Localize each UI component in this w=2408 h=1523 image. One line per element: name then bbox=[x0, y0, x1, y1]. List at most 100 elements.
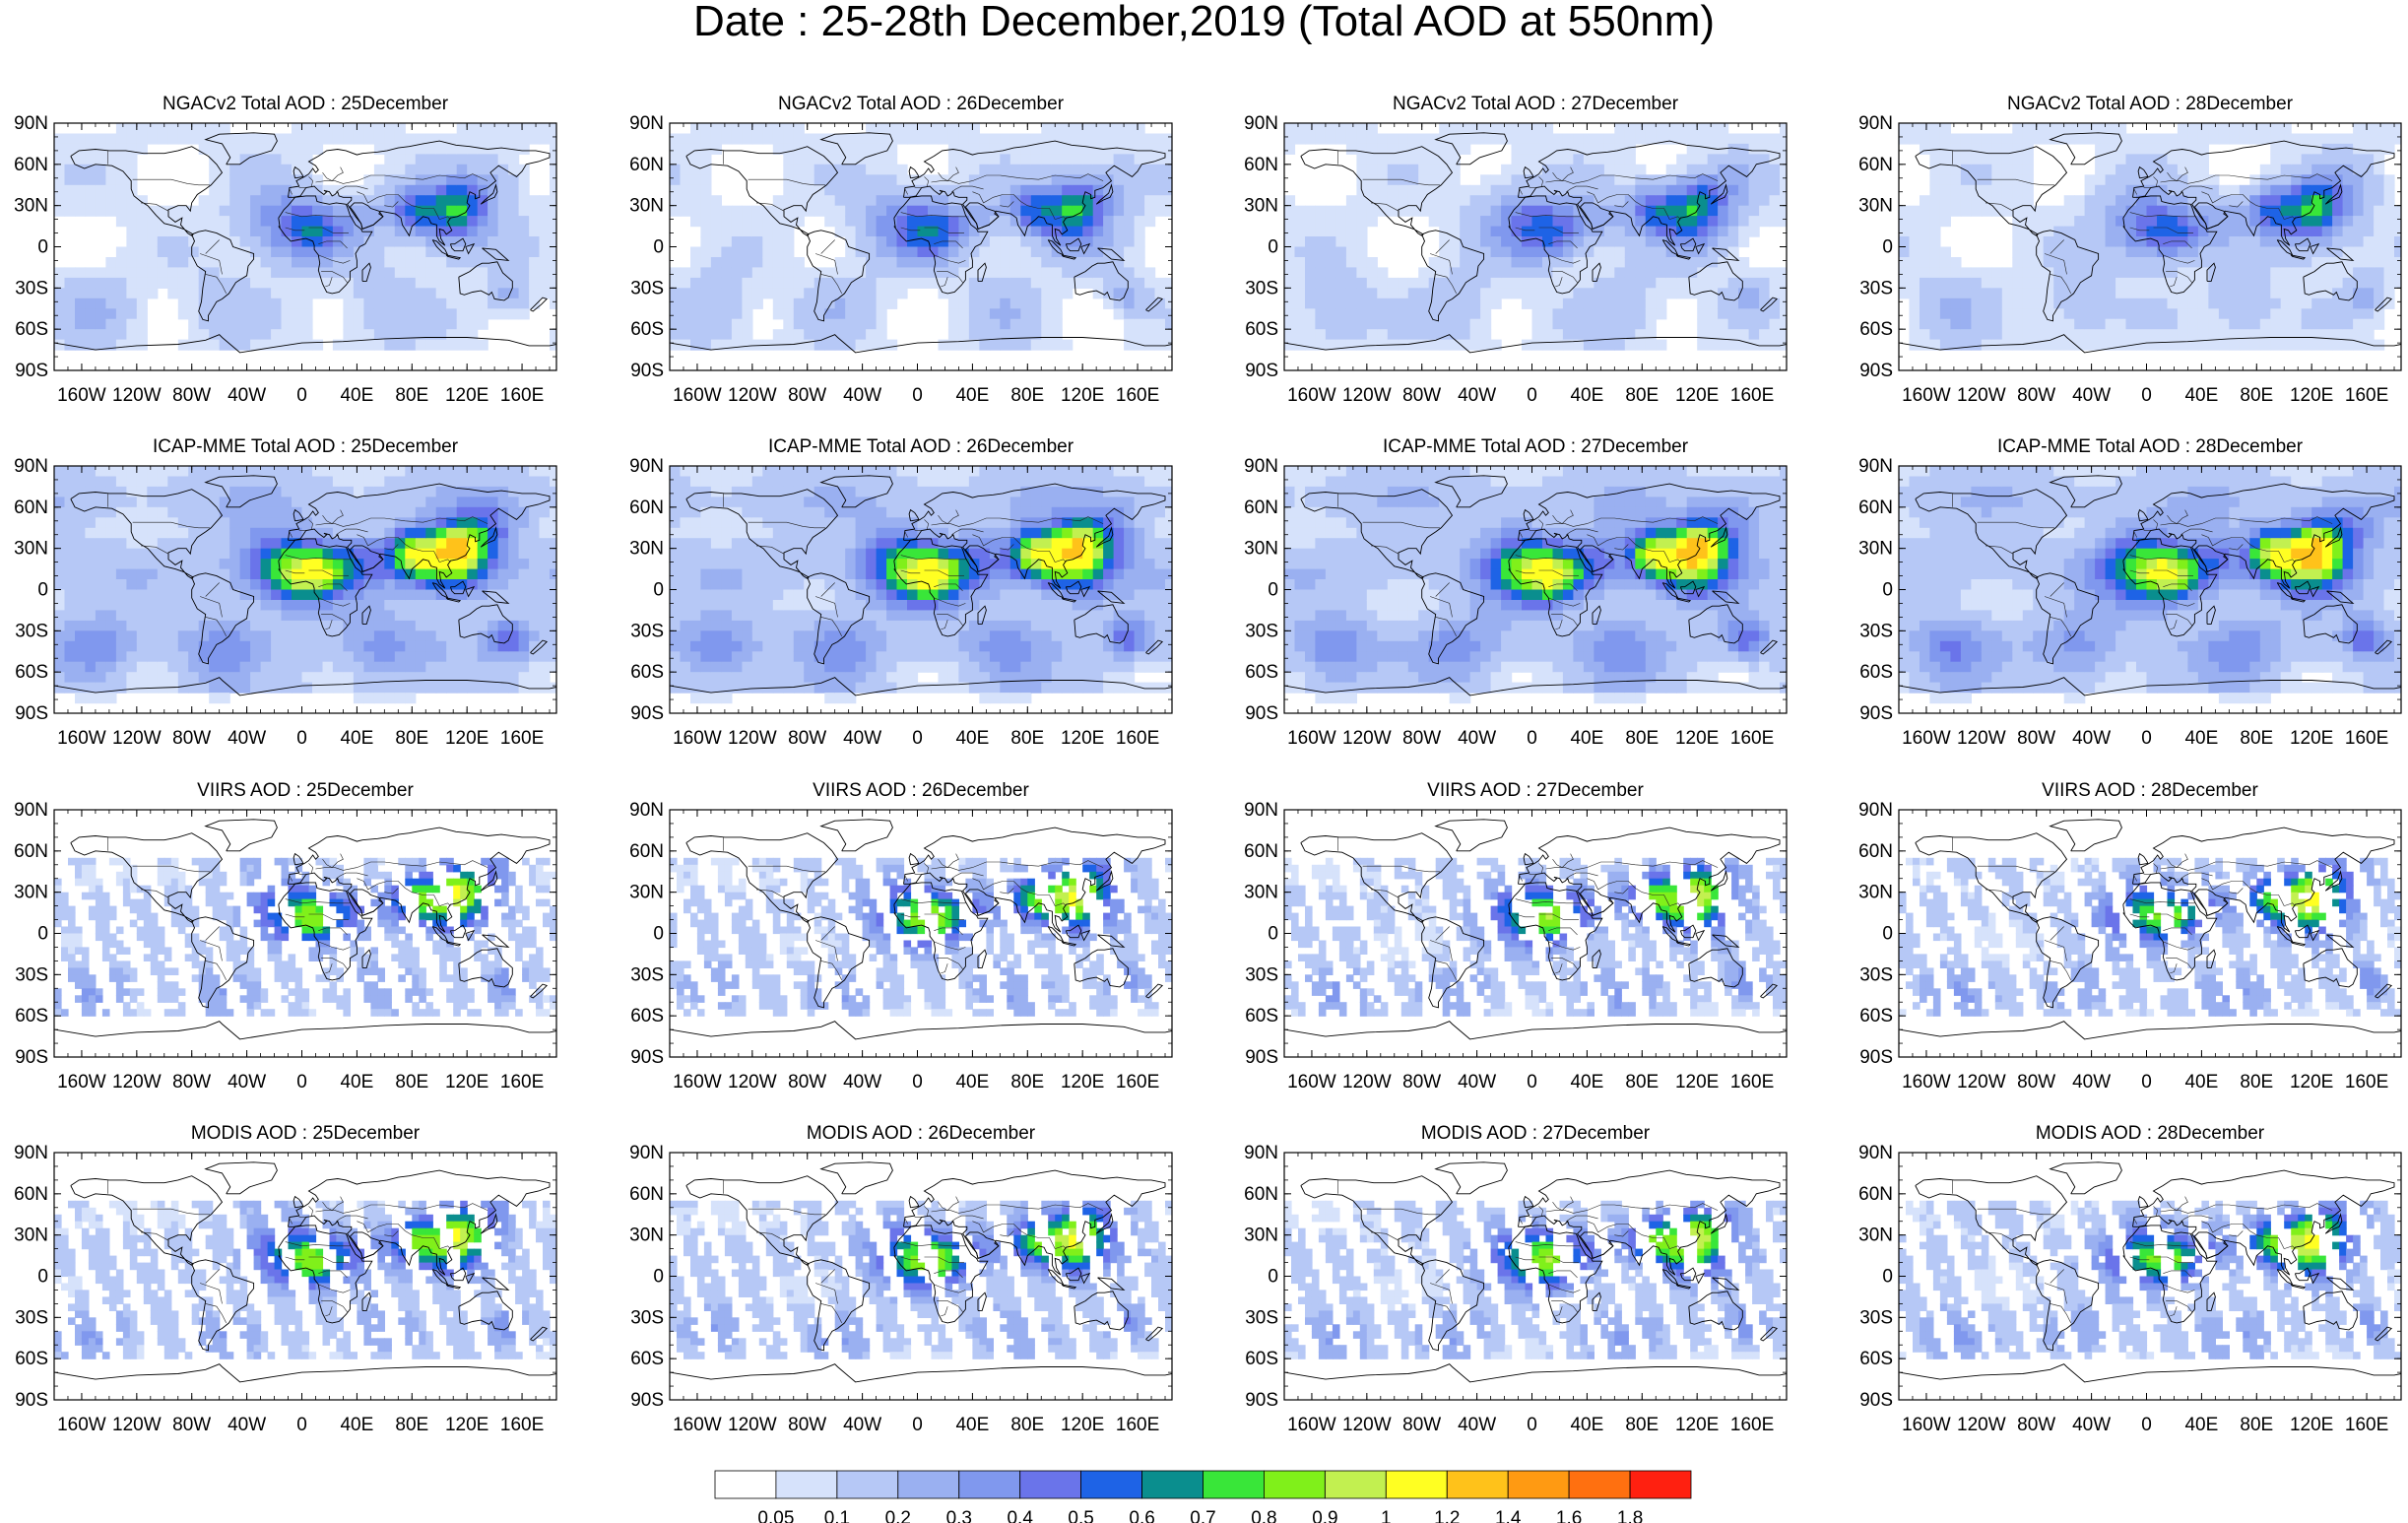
lat-label: 30S bbox=[1859, 1307, 1893, 1328]
lon-label: 160E bbox=[1116, 1415, 1159, 1435]
lat-label: 60S bbox=[1245, 319, 1278, 340]
lon-label: 80W bbox=[1402, 1072, 1441, 1093]
panel-title: MODIS AOD : 27December bbox=[1420, 1123, 1651, 1144]
lat-label: 30S bbox=[1245, 964, 1278, 985]
lon-label: 120W bbox=[112, 1415, 162, 1435]
map-panel-modis-1: 90N 60N 30N 0 30S 60S 90S 160W 120W 80W 40W 0 40E 80E… bbox=[14, 1143, 557, 1435]
panel-title: VIIRS AOD : 28December bbox=[2042, 780, 2258, 801]
lat-label: 90N bbox=[14, 800, 48, 821]
lon-label: 80E bbox=[2240, 1415, 2273, 1435]
lat-label: 30N bbox=[14, 539, 48, 560]
colorbar-label: 0.9 bbox=[1312, 1508, 1337, 1523]
lon-label: 160E bbox=[1730, 1072, 1774, 1093]
map-panel-ngacv2-2: 90N 60N 30N 0 30S 60S 90S 160W 120W 80W 40W 0 40E 80E… bbox=[629, 113, 1173, 406]
lon-label: 40E bbox=[1570, 1415, 1603, 1435]
lon-label: 120E bbox=[2290, 385, 2333, 406]
colorbar-label: 1.4 bbox=[1495, 1508, 1522, 1523]
lon-label: 120W bbox=[728, 1072, 777, 1093]
lat-label: 60N bbox=[1858, 497, 1893, 518]
lat-label: 90N bbox=[629, 1143, 664, 1163]
lat-label: 90N bbox=[1858, 800, 1893, 821]
lon-label: 120W bbox=[728, 728, 777, 749]
colorbar-swatch bbox=[1141, 1470, 1204, 1499]
lat-label: 0 bbox=[653, 924, 664, 945]
map-panel-modis-2: 90N 60N 30N 0 30S 60S 90S 160W 120W 80W 40W 0 40E 80E… bbox=[629, 1143, 1173, 1435]
lat-label: 90S bbox=[15, 1047, 48, 1068]
lat-label: 90S bbox=[15, 361, 48, 381]
lon-label: 80E bbox=[1010, 1415, 1044, 1435]
lat-label: 60N bbox=[1858, 841, 1893, 862]
lat-label: 30S bbox=[15, 278, 48, 298]
lat-label: 30S bbox=[15, 964, 48, 985]
lon-label: 40E bbox=[955, 385, 989, 406]
lon-label: 40W bbox=[1458, 1415, 1496, 1435]
panel-title: ICAP-MME Total AOD : 26December bbox=[767, 436, 1074, 457]
map-panel-modis-4: 90N 60N 30N 0 30S 60S 90S 160W 120W 80W 40W 0 40E 80E… bbox=[1858, 1143, 2402, 1435]
lon-label: 80W bbox=[172, 385, 211, 406]
lat-label: 30N bbox=[1858, 1225, 1893, 1246]
lat-label: 60N bbox=[14, 497, 48, 518]
lon-label: 120E bbox=[445, 385, 488, 406]
lat-label: 90S bbox=[15, 703, 48, 724]
map-panel-ngacv2-3: 90N 60N 30N 0 30S 60S 90S 160W 120W 80W 40W 0 40E 80E… bbox=[1244, 113, 1788, 406]
lon-label: 160E bbox=[1116, 385, 1159, 406]
lon-label: 120W bbox=[112, 385, 162, 406]
lon-label: 40W bbox=[1458, 1072, 1496, 1093]
lon-label: 40E bbox=[1570, 1072, 1603, 1093]
lon-label: 160E bbox=[1116, 728, 1159, 749]
map-panel-ngacv2-1: 90N 60N 30N 0 30S 60S 90S 160W 120W 80W 40W 0 40E 80E… bbox=[14, 113, 557, 406]
lat-label: 30S bbox=[1245, 278, 1278, 298]
lat-label: 90S bbox=[630, 1390, 664, 1411]
lat-label: 0 bbox=[1268, 580, 1278, 601]
lon-label: 120W bbox=[1342, 385, 1392, 406]
lon-label: 40W bbox=[843, 1415, 881, 1435]
lat-label: 60S bbox=[1859, 662, 1893, 683]
lat-label: 0 bbox=[1268, 237, 1278, 258]
lat-label: 60S bbox=[15, 1006, 48, 1026]
lat-label: 30N bbox=[1244, 539, 1278, 560]
lat-label: 90N bbox=[629, 800, 664, 821]
lon-label: 160W bbox=[673, 1415, 722, 1435]
aod-field bbox=[670, 857, 1172, 1017]
lon-label: 160W bbox=[1902, 1415, 1951, 1435]
lon-label: 40W bbox=[843, 1072, 881, 1093]
lon-label: 120W bbox=[112, 728, 162, 749]
lat-label: 90S bbox=[1859, 1390, 1893, 1411]
coastlines bbox=[670, 1161, 1172, 1383]
aod-field bbox=[1284, 466, 1787, 704]
lat-label: 30N bbox=[14, 883, 48, 903]
lon-label: 40W bbox=[2072, 385, 2111, 406]
lon-label: 120E bbox=[1061, 1072, 1104, 1093]
lat-label: 0 bbox=[1268, 1267, 1278, 1288]
colorbar-swatch bbox=[775, 1470, 838, 1499]
coastlines bbox=[1899, 1161, 2401, 1383]
lon-label: 80W bbox=[788, 385, 826, 406]
lon-label: 40E bbox=[2184, 728, 2218, 749]
panel-title: ICAP-MME Total AOD : 28December bbox=[1996, 436, 2304, 457]
lat-label: 30S bbox=[630, 621, 664, 641]
lat-label: 30N bbox=[1244, 196, 1278, 217]
lon-label: 0 bbox=[1527, 1072, 1537, 1093]
lon-label: 80E bbox=[1010, 385, 1044, 406]
lat-label: 30N bbox=[629, 196, 664, 217]
lon-label: 40W bbox=[843, 385, 881, 406]
colorbar-label: 1.6 bbox=[1556, 1508, 1582, 1523]
lon-label: 80W bbox=[2017, 728, 2055, 749]
lat-label: 0 bbox=[37, 237, 48, 258]
colorbar-swatch bbox=[714, 1470, 777, 1499]
coastlines bbox=[670, 132, 1172, 354]
lon-label: 160E bbox=[500, 1415, 544, 1435]
colorbar-swatch bbox=[1507, 1470, 1570, 1499]
lat-label: 90N bbox=[1858, 456, 1893, 477]
lon-label: 80W bbox=[788, 728, 826, 749]
lon-label: 160W bbox=[57, 1072, 106, 1093]
lon-label: 40W bbox=[1458, 728, 1496, 749]
colorbar-label: 0.8 bbox=[1251, 1508, 1276, 1523]
lat-label: 90S bbox=[1859, 361, 1893, 381]
colorbar-swatch bbox=[1325, 1470, 1387, 1499]
colorbar: 0.05 0.1 0.2 0.3 0.4 0.5 0.6 0.7 0.8 0.9 1 1.2 1.4 1.… bbox=[714, 1470, 1692, 1523]
lon-label: 120E bbox=[1675, 1072, 1719, 1093]
colorbar-swatch bbox=[897, 1470, 960, 1499]
lat-label: 30S bbox=[1245, 621, 1278, 641]
